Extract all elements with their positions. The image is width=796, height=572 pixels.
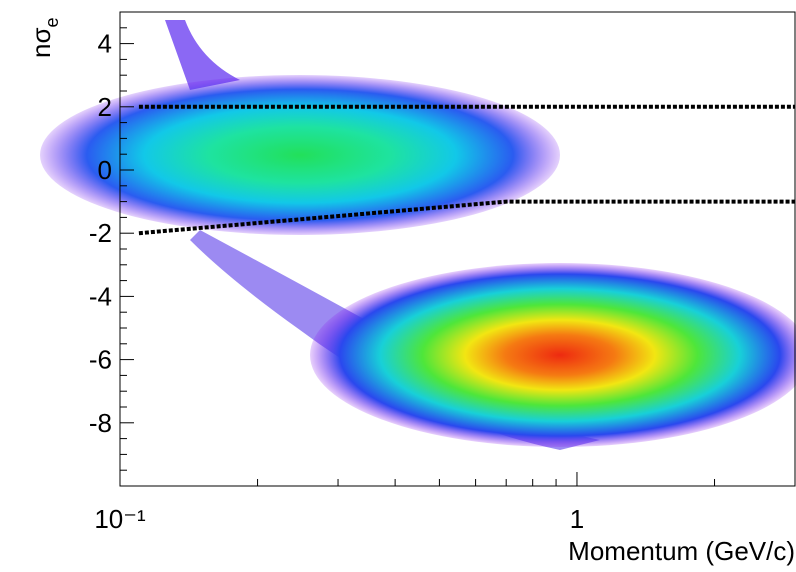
y-axis-label-main: nσ xyxy=(26,27,56,58)
x-tick-label: 10⁻¹ xyxy=(94,504,146,534)
y-tick-label: -6 xyxy=(89,345,112,375)
y-tick-label: 4 xyxy=(98,29,112,59)
y-tick-label: -2 xyxy=(89,218,112,248)
y-tick-label: -8 xyxy=(89,408,112,438)
density-region xyxy=(40,75,560,235)
x-axis-label: Momentum (GeV/c) xyxy=(568,536,795,566)
density-band xyxy=(165,20,240,90)
x-tick-label: 1 xyxy=(570,504,584,534)
y-tick-label: -4 xyxy=(89,281,112,311)
y-axis-label: nσe xyxy=(26,17,62,58)
density-region xyxy=(310,263,796,447)
y-tick-label: 2 xyxy=(98,92,112,122)
y-tick-label: 0 xyxy=(98,155,112,185)
y-axis-label-sub: e xyxy=(42,17,62,27)
density xyxy=(40,20,796,450)
cut-line xyxy=(138,199,795,236)
